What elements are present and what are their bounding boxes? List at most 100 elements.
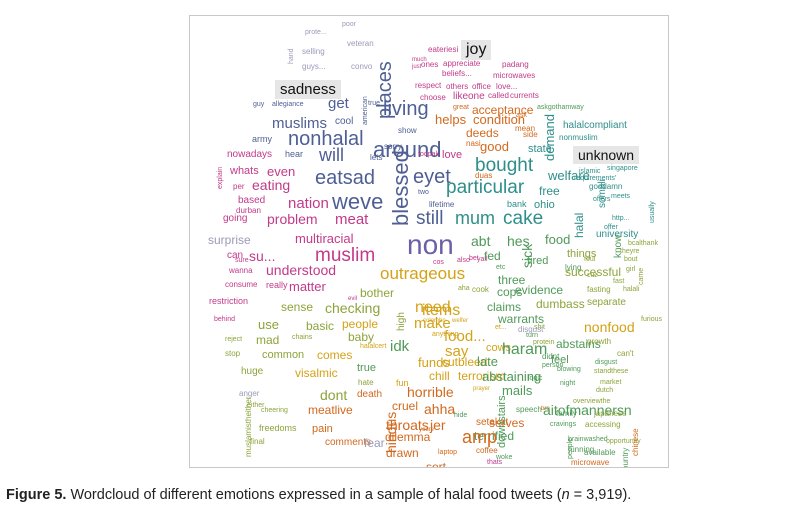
wordcloud-word: protein	[533, 339, 555, 346]
wordcloud-word: claims	[487, 300, 522, 314]
wordcloud-word: fast	[613, 278, 625, 285]
wordcloud-word: true	[368, 100, 381, 107]
wordcloud-word: overviewthe	[573, 398, 611, 405]
wordcloud-word: http...	[612, 215, 630, 222]
wordcloud-word: stop	[225, 349, 241, 358]
wordcloud-word: furious	[641, 316, 663, 323]
wordcloud-word: islamic	[579, 168, 601, 175]
wordcloud-word: haram	[502, 341, 548, 358]
wordcloud-word: hes	[507, 233, 530, 249]
wordcloud-word: whats	[230, 165, 259, 177]
wordcloud-word: funds	[418, 355, 450, 370]
wordcloud-word: cook	[472, 285, 489, 294]
wordcloud-word: evil	[348, 296, 358, 302]
wordcloud-word: pain	[312, 423, 333, 435]
wordcloud-word: sure	[235, 257, 249, 264]
wordcloud-word: dumbass	[536, 297, 585, 311]
wordcloud-word: behind	[214, 316, 236, 323]
wordcloud-word: cravings	[550, 421, 577, 428]
wordcloud-word: surprise	[208, 233, 251, 247]
wordcloud-word: really	[266, 280, 288, 290]
wordcloud-word: non	[407, 229, 454, 260]
wordcloud-word: acceptance	[472, 103, 534, 117]
wordcloud-word: cutbleed	[442, 355, 488, 369]
wordcloud-word: ones	[421, 60, 439, 69]
wordcloud-word: meatlive	[308, 403, 353, 417]
wordcloud-word: cruel	[392, 399, 419, 413]
wordcloud-word: eateriesi	[428, 45, 459, 54]
wordcloud-word: aitofmannersn	[543, 402, 632, 418]
wordcloud-word: serves	[489, 416, 525, 430]
wordcloud-word: one	[468, 91, 485, 102]
caption-text: Wordcloud of different emotions expresse…	[70, 487, 562, 503]
wordcloud-word: common	[262, 349, 305, 361]
wordcloud-word: blessed	[388, 150, 413, 226]
wordcloud-word: logic	[528, 375, 543, 382]
wordcloud-word: anger	[239, 389, 260, 398]
wordcloud-word: abstaining	[482, 369, 542, 384]
wordcloud-word: love...	[496, 82, 518, 91]
wordcloud-word: guy	[253, 101, 265, 108]
wordcloud-word: comments	[325, 437, 372, 448]
wordcloud-word: even	[267, 164, 296, 179]
wordcloud-word: microwaves	[493, 71, 536, 80]
wordcloud-word: prayer	[473, 386, 491, 392]
wordcloud-word: living	[383, 98, 429, 120]
wordcloud-word: basic	[306, 319, 335, 333]
wordcloud-word: food	[545, 232, 571, 247]
wordcloud-word: disgust	[595, 359, 618, 366]
wordcloud-word: mum	[455, 208, 495, 228]
wordcloud-word: lying	[565, 263, 582, 272]
wordcloud-word: hide	[454, 412, 468, 419]
wordcloud-word: like	[453, 91, 469, 102]
wordcloud-word: final	[250, 437, 265, 446]
wordcloud-word: get	[328, 95, 349, 112]
wordcloud-word: mad	[256, 333, 280, 347]
wordcloud-word: tired	[527, 255, 549, 267]
wordcloud-word: matter	[289, 279, 326, 294]
emotion-label: joy	[461, 40, 492, 60]
emotion-label: unknown	[573, 146, 640, 164]
wordcloud-word: standthese	[594, 368, 629, 375]
wordcloud-word: microwave	[571, 458, 610, 467]
wordcloud-word: late	[477, 354, 498, 369]
wordcloud-word: understood	[266, 262, 337, 278]
wordcloud-word: freedoms	[259, 423, 297, 433]
wordcloud-word: terrified	[474, 429, 515, 443]
wordcloud-word: army	[252, 134, 272, 144]
wordcloud-word: japanese	[594, 409, 627, 418]
wordcloud-word: sort	[426, 460, 447, 468]
wordcloud-word: bcalthank	[628, 240, 658, 247]
wordcloud-word: chill	[429, 369, 450, 383]
wordcloud-word: evidence	[515, 283, 564, 297]
wordcloud-word: selling	[302, 47, 325, 56]
wordcloud-word: helps	[435, 112, 467, 127]
wordcloud-word: food...	[444, 328, 486, 345]
wordcloud-word: eyet	[413, 166, 451, 188]
wordcloud-word: came	[638, 267, 645, 285]
wordcloud-word: aha	[458, 285, 470, 292]
wordcloud-word: etc	[496, 264, 506, 271]
wordcloud-word: askgothamway	[537, 104, 584, 111]
wordcloud-word: guys...	[302, 62, 326, 71]
wordcloud-word: halalcompliant	[563, 120, 627, 131]
wordcloud-word: prote...	[305, 29, 327, 36]
wordcloud-word: good	[480, 139, 509, 154]
wordcloud-word: cows	[486, 342, 512, 354]
wordcloud-word: bet	[469, 255, 479, 262]
wordcloud-word: chinese	[631, 428, 640, 456]
wordcloud-word: night	[560, 380, 576, 387]
emotion-label: sadness	[275, 80, 341, 99]
wordcloud-word: horrible	[407, 384, 454, 400]
wordcloud-word: eatsad	[315, 167, 376, 189]
wordcloud-word: huge	[241, 366, 264, 377]
wordcloud-word: nation	[288, 195, 329, 212]
wordcloud-word: sense	[281, 300, 314, 314]
wordcloud-word: somali	[597, 179, 608, 208]
wordcloud-word: lets	[370, 153, 383, 162]
wordcloud-word: still	[416, 208, 444, 229]
wordcloud-word: person	[542, 362, 564, 369]
wordcloud-word: separate	[587, 297, 626, 308]
wordcloud-word: others	[446, 82, 469, 91]
wordcloud-word: things	[567, 248, 597, 260]
